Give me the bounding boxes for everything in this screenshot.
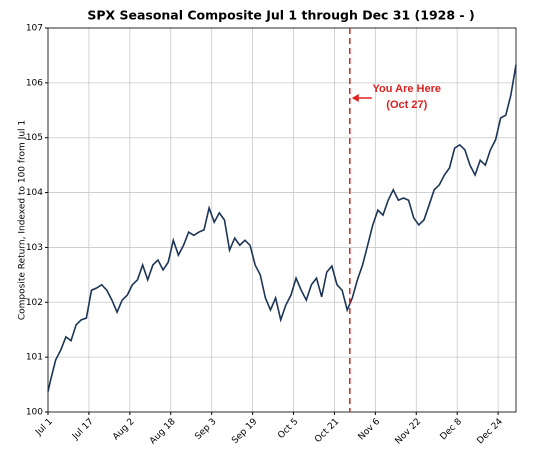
x-tick-label: Nov 6 xyxy=(357,417,383,443)
y-tick-label: 101 xyxy=(26,353,43,363)
x-tick-label: Jul 1 xyxy=(33,417,55,439)
arrow-head xyxy=(351,94,359,102)
y-tick-label: 102 xyxy=(26,298,43,308)
x-tick-label: Dec 8 xyxy=(439,417,465,443)
annotation-text: (Oct 27) xyxy=(386,99,427,111)
x-tick-label: Oct 5 xyxy=(276,417,300,441)
y-axis-label: Composite Return, Indexed to 100 from Ju… xyxy=(18,120,28,320)
x-tick-label: Aug 18 xyxy=(148,417,178,447)
y-tick-label: 105 xyxy=(26,133,43,143)
data-line xyxy=(47,64,517,392)
plot-frame xyxy=(47,27,517,413)
x-tick-label: Sep 19 xyxy=(230,417,259,446)
x-tick-label: Dec 24 xyxy=(475,417,505,447)
x-tick-label: Jul 17 xyxy=(70,417,96,443)
x-tick-label: Sep 3 xyxy=(193,417,218,442)
x-tick-label: Oct 21 xyxy=(313,417,341,445)
x-tick-label: Nov 22 xyxy=(394,417,424,447)
chart-title: SPX Seasonal Composite Jul 1 through Dec… xyxy=(87,8,474,23)
y-tick-label: 100 xyxy=(26,408,43,418)
y-tick-label: 103 xyxy=(26,243,43,253)
y-tick-label: 104 xyxy=(26,188,43,198)
y-tick-label: 106 xyxy=(26,78,43,88)
x-tick-label: Aug 2 xyxy=(111,417,137,443)
annotation-text: You Are Here xyxy=(373,83,441,95)
y-tick-label: 107 xyxy=(26,24,43,34)
